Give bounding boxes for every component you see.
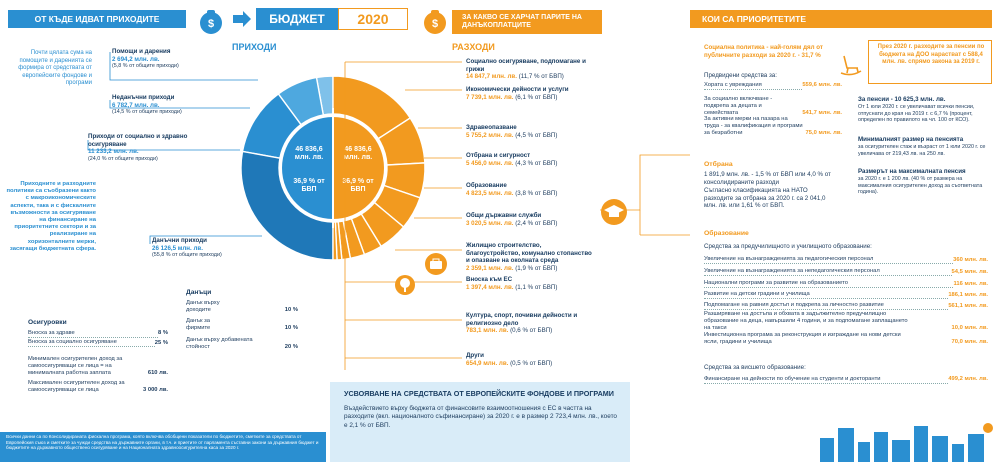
expense-half [332,75,426,261]
education-title: Образование [704,230,749,237]
education-row: Развитие на детски градини и училища 186,… [704,291,988,299]
insurance-row: Вноска за здраве 8 % [28,330,168,338]
pension-growth-box [868,40,992,84]
revenue-item: Приходи от социално и здравно осигуряван… [88,133,188,162]
svg-text:$: $ [208,18,214,30]
min-pension-text: за осигурителен стаж и възраст от 1 юли … [858,144,986,157]
social-intro: Предвидени средства за: [704,72,777,79]
defense-text: 1 891,9 млн. лв. - 1,5 % от БВП или 4,0 … [704,171,831,186]
revenue-item: Помощи и дарения 2 694,2 млн. лв. (5,8 %… [112,48,179,70]
expense-item: Жилищно строителство, благоустройство, к… [466,242,592,272]
expense-item: Вноска към ЕС 1 397,4 млн. лв. (1,1 % от … [466,276,558,291]
insurance-row: Максимален осигурителен доход за самооси… [28,380,168,393]
expense-item: Други 654,9 млн. лв. (0,5 % от БВП) [466,352,553,367]
social-row: За активни мерки на пазара на труда - за… [704,116,842,136]
svg-text:$: $ [432,18,438,30]
defense-title: Отбрана [704,161,733,168]
expense-gdp: 36,9 % от БВП [342,178,374,194]
education-pre: Средства за предучилищното и училищното … [704,243,872,250]
higher-education-row: Финансиране на дейности по обучение на с… [704,376,988,384]
higher-education-title: Средства за висшето образование: [704,364,806,371]
eu-funds-box [330,382,630,462]
expenses-label: РАЗХОДИ [452,42,495,52]
education-row: Подпомагане на равния достъп и подкрепа … [704,302,988,310]
expense-item: Култура, спорт, почивни дейности и религ… [466,312,578,335]
expense-item: Отбрана и сигурност 5 456,0 млн. лв. (4,3… [466,152,558,167]
expense-item: Общи държавни служби 3 020,5 млн. лв. (2,… [466,212,558,227]
revenue-gdp: 36,9 % от БВП [293,178,325,194]
expense-item: Икономически дейности и услуги 7 739,1 мл… [466,86,569,101]
header-band-expenses: ЗА КАКВО СЕ ХАРЧАТ ПАРИТЕ НА ДАНЪКОПЛАТЦ… [452,10,602,34]
education-row: Разширяване на достъпа и обхвата в задъл… [704,311,988,331]
pensions-text: От 1 юли 2020 г. се увеличават всички пе… [858,104,975,124]
revenue-total: 46 836,6 млн. лв. [294,146,324,162]
nato-text: Съгласно класификацията на НАТО разходит… [704,187,826,210]
tax-row: Данък върху добавената стойност 20 % [186,337,298,350]
eu-funds-title: УСВОЯВАНЕ НА СРЕДСТВАТА ОТ ЕВРОПЕЙСКИТЕ … [344,389,614,398]
revenue-item: Неданъчни приходи 6 782,7 млн. лв. (14,5… [112,94,182,116]
education-row: Инвестиционна програма за реконструкция … [704,332,988,345]
revenue-item: Данъчни приходи 26 126,5 млн. лв. (55,8 … [152,237,222,259]
insurance-title: Осигуровки [28,319,67,326]
footnote: Всички данни са по Консолидираната фиска… [6,434,319,451]
pensions-title: За пенсии - 10 625,3 млн. лв. [858,96,946,103]
budget-year: 2020 [338,8,408,30]
max-pension-text: за 2020 г. е 1 200 лв. (40 % от размера … [858,176,983,196]
footnote-box [0,432,326,462]
city-skyline-icon [820,423,993,462]
pension-growth-text: През 2020 г. разходите за пенсии по бюдж… [877,44,985,66]
tax-row: Данък за фирмите 10 % [186,318,298,331]
expense-item: Образование 4 823,5 млн. лв. (3,8 % от БВ… [466,182,558,197]
arrow-right-icon [233,11,251,27]
social-row: За социално включване - подкрепа за деца… [704,96,842,116]
tax-row: Данък върху доходите 10 % [186,300,298,313]
max-pension-title: Размерът на максималната пенсия [858,168,966,175]
header-band-revenues: ОТ КЪДЕ ИДВАТ ПРИХОДИТЕ [8,10,186,28]
policy-note: Приходните и разходните политики са съоб… [6,181,96,252]
education-row: Увеличение на възнагражденията за педаго… [704,256,988,264]
education-row: Национални програми за развитие на образ… [704,280,988,288]
expense-item: Социално осигуряване, подпомагане и гриж… [466,58,586,81]
budget-donut [240,75,426,261]
coin-bag-icon-expenses: $ [420,6,450,36]
taxes-title: Данъци [186,289,212,296]
expense-total: 46 836,6 млн. лв. [343,146,373,162]
coin-bag-icon: $ [196,6,226,36]
eu-funds-text: Въздействието върху бюджета от финансови… [344,405,617,429]
briefcase-icon [424,252,448,276]
education-row: Увеличение на възнагражденията за непеда… [704,268,988,276]
rocking-chair-icon [838,52,864,78]
tree-icon [394,274,416,296]
eu-funds-note: Почти цялата сума на помощите и дареният… [18,50,92,87]
min-pension-title: Минималният размер на пенсията [858,136,964,143]
insurance-row: Вноска за социално осигуряване 25 % [28,339,168,347]
expense-item: Здравеопазване 5 755,2 млн. лв. (4,5 % от… [466,124,558,139]
budget-title: БЮДЖЕТ [256,8,338,30]
insurance-row: Минимален осигурителен доход за самоосиг… [28,356,168,376]
revenues-label: ПРИХОДИ [232,42,277,52]
graduation-cap-icon [600,198,628,226]
social-row: Хората с увреждания 559,6 млн. лв. [704,82,842,90]
revenue-half [240,75,334,261]
social-policy-title: Социална политика - най-голям дял от пуб… [704,44,823,59]
header-band-priorities: КОИ СА ПРИОРИТЕТИТЕ [690,10,992,28]
